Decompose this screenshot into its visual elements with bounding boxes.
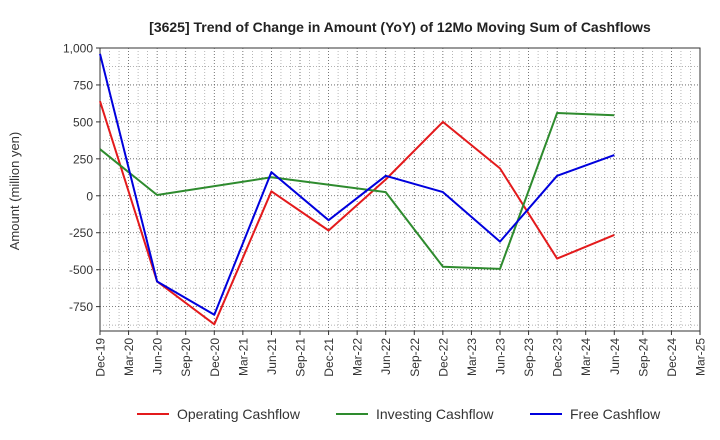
- legend-label-free-cashflow: Free Cashflow: [570, 406, 661, 422]
- plot-area: [99, 47, 701, 332]
- x-tick-label: Sep-20: [179, 338, 193, 377]
- x-tick-label: Sep-22: [408, 338, 422, 377]
- y-tick-label: 250: [73, 152, 93, 166]
- x-tick-label: Mar-25: [694, 338, 708, 376]
- x-tick-label: Sep-23: [522, 338, 536, 377]
- y-axis-label: Amount (million yen): [7, 132, 22, 251]
- x-tick-label: Sep-21: [294, 338, 308, 377]
- x-tick-label: Jun-20: [151, 338, 165, 375]
- y-tick-label: 0: [86, 189, 93, 203]
- x-tick-label: Mar-22: [351, 338, 365, 376]
- x-tick-label: Mar-23: [465, 338, 479, 376]
- y-axis: 1,000 750 500 250 0 -250 -500 -750: [63, 42, 100, 314]
- series-line-free-cashflow: [99, 53, 615, 316]
- x-tick-label: Jun-23: [494, 338, 508, 375]
- x-tick-label: Mar-20: [122, 338, 136, 376]
- grid: [100, 48, 700, 331]
- x-tick-label: Dec-21: [322, 338, 336, 377]
- legend-label-investing-cashflow: Investing Cashflow: [376, 406, 494, 422]
- legend: Operating Cashflow Investing Cashflow Free…: [137, 406, 661, 422]
- x-tick-label: Mar-21: [236, 338, 250, 376]
- y-tick-label: -250: [69, 226, 93, 240]
- series-line-operating-cashflow: [99, 100, 615, 326]
- x-tick-label: Sep-24: [636, 338, 650, 377]
- x-tick-label: Dec-19: [94, 338, 108, 377]
- legend-label-operating-cashflow: Operating Cashflow: [177, 406, 301, 422]
- x-tick-label: Jun-24: [608, 338, 622, 375]
- x-tick-label: Dec-23: [551, 338, 565, 377]
- x-axis: Dec-19 Mar-20 Jun-20 Sep-20 Dec-20 Mar-21 Jun-…: [94, 331, 708, 377]
- x-tick-label: Jun-21: [265, 338, 279, 375]
- x-tick-label: Dec-20: [208, 338, 222, 377]
- x-tick-label: Dec-24: [665, 338, 679, 377]
- series-lines: [99, 53, 615, 326]
- series-line-investing-cashflow: [99, 112, 615, 270]
- y-tick-label: -500: [69, 263, 93, 277]
- y-tick-label: 1,000: [63, 42, 93, 56]
- y-tick-label: 750: [73, 78, 93, 92]
- x-tick-label: Jun-22: [379, 338, 393, 375]
- y-tick-label: 500: [73, 115, 93, 129]
- x-tick-label: Dec-22: [436, 338, 450, 377]
- x-tick-label: Mar-24: [579, 338, 593, 376]
- y-tick-label: -750: [69, 300, 93, 314]
- chart-title: [3625] Trend of Change in Amount (YoY) o…: [149, 19, 651, 35]
